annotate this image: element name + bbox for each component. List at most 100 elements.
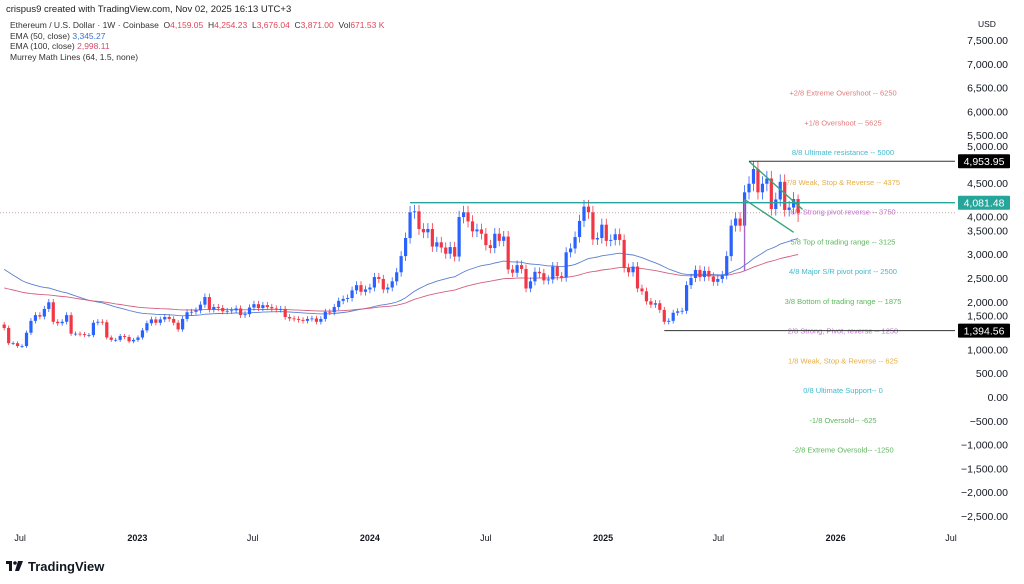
candle-body [444, 247, 448, 254]
x-tick-label: 2026 [826, 533, 846, 543]
candle [711, 272, 715, 286]
close-label: C [294, 20, 301, 30]
candle [82, 331, 87, 338]
candle-body [506, 236, 510, 270]
candle-body [105, 322, 109, 338]
candle-body [569, 248, 573, 253]
candle-body [787, 207, 791, 210]
y-tick-label: 0.00 [988, 392, 1009, 404]
candle-body [711, 276, 715, 282]
candle-body [15, 343, 20, 347]
candle [78, 331, 82, 337]
candle-body [635, 266, 640, 289]
candle [60, 319, 64, 326]
candle [149, 316, 153, 326]
candle [546, 275, 550, 285]
candle-body [243, 314, 247, 316]
candle [693, 265, 698, 283]
y-tick-label: 5,500.00 [967, 130, 1008, 142]
candle-body [301, 319, 305, 321]
candle [42, 305, 46, 320]
candle [377, 272, 381, 284]
candle-body [270, 307, 274, 309]
candle [613, 228, 617, 246]
murrey-line-label: 5/8 Top of trading range -- 3125 [791, 237, 896, 246]
candle-body [372, 277, 376, 288]
candle-body [783, 181, 787, 210]
candle [332, 303, 336, 316]
candle-body [404, 238, 408, 257]
candle [479, 223, 484, 240]
candle [247, 304, 252, 318]
candle-body [671, 312, 675, 321]
candle-body [176, 322, 180, 330]
candle [105, 319, 109, 340]
candle-body [493, 233, 497, 249]
candle [270, 303, 274, 312]
candle [515, 260, 519, 278]
candle-body [381, 278, 385, 290]
candle [551, 262, 555, 284]
candle [707, 266, 711, 281]
candle [87, 332, 91, 338]
candle [653, 299, 657, 308]
candle [7, 325, 11, 346]
candle-body [274, 308, 278, 310]
symbol-title: Ethereum / U.S. Dollar · 1W · Coinbase [10, 20, 159, 30]
ema100-value: 2,998.11 [77, 41, 110, 51]
candle [292, 315, 296, 322]
candle-body [96, 321, 100, 323]
candle-body [47, 302, 51, 309]
y-tick-label: −2,500.00 [961, 511, 1008, 523]
candle [542, 268, 546, 285]
tradingview-logo[interactable]: TradingView [6, 559, 104, 574]
ema100-legend[interactable]: EMA (100, close) 2,998.11 [10, 41, 384, 52]
candle-body [604, 224, 608, 241]
candle [252, 300, 256, 311]
candle-body [484, 233, 488, 246]
candle [412, 204, 417, 219]
candle-body [453, 247, 457, 257]
candle-body [2, 324, 6, 328]
murrey-line-label: 0/8 Ultimate Support-- 0 [803, 386, 883, 395]
candle-body [288, 317, 292, 319]
candle-body [778, 181, 782, 200]
candle-body [24, 332, 29, 347]
murrey-legend[interactable]: Murrey Math Lines (64, 1.5, none) [10, 52, 384, 63]
candle [296, 316, 301, 323]
candle-body [760, 183, 764, 193]
candle [167, 314, 171, 322]
candle-body [729, 225, 733, 257]
candle [689, 273, 693, 290]
candle-body [252, 304, 256, 308]
candle [774, 192, 778, 216]
candle-body [38, 315, 42, 317]
candle-body [265, 305, 269, 308]
price-tag-box [958, 323, 1010, 338]
candle-body [328, 311, 332, 313]
candle-body [341, 298, 345, 301]
candle-body [466, 212, 470, 222]
candle [198, 301, 203, 314]
candle-body [123, 336, 127, 338]
high-value: 4,254.23 [214, 20, 248, 30]
candle-body [488, 245, 492, 249]
open-value: 4,159.05 [170, 20, 204, 30]
candle-body [720, 275, 724, 279]
candle-body [230, 310, 234, 312]
candle [671, 309, 675, 324]
y-tick-label: 7,000.00 [967, 59, 1008, 71]
candle [506, 230, 510, 274]
chart-legend: Ethereum / U.S. Dollar · 1W · Coinbase O… [10, 20, 384, 62]
candle-body [100, 321, 104, 323]
ema50-legend[interactable]: EMA (50, close) 3,345.27 [10, 31, 384, 42]
murrey-line-label: -2/8 Extreme Oversold-- -1250 [792, 446, 893, 455]
candle [796, 194, 800, 223]
y-tick-label: −500.00 [970, 416, 1008, 428]
y-tick-label: −1,500.00 [961, 463, 1008, 475]
candle [676, 308, 680, 316]
candle-body [154, 319, 158, 323]
candle-body [448, 247, 452, 254]
candle-body [337, 300, 341, 308]
